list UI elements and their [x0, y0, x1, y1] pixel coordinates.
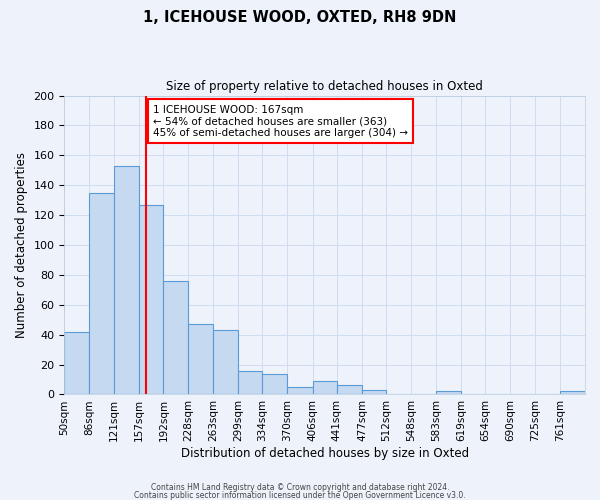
Bar	[114, 166, 139, 394]
Bar	[337, 386, 362, 394]
Bar	[313, 381, 337, 394]
Bar	[213, 330, 238, 394]
Bar	[287, 387, 313, 394]
Title: Size of property relative to detached houses in Oxted: Size of property relative to detached ho…	[166, 80, 483, 93]
Bar	[262, 374, 287, 394]
Bar	[238, 370, 262, 394]
Bar	[89, 192, 114, 394]
Bar	[436, 392, 461, 394]
Bar	[64, 332, 89, 394]
Bar	[560, 392, 585, 394]
Text: Contains public sector information licensed under the Open Government Licence v3: Contains public sector information licen…	[134, 490, 466, 500]
Bar	[163, 281, 188, 394]
Text: 1 ICEHOUSE WOOD: 167sqm
← 54% of detached houses are smaller (363)
45% of semi-d: 1 ICEHOUSE WOOD: 167sqm ← 54% of detache…	[153, 104, 408, 138]
Y-axis label: Number of detached properties: Number of detached properties	[15, 152, 28, 338]
X-axis label: Distribution of detached houses by size in Oxted: Distribution of detached houses by size …	[181, 447, 469, 460]
Bar	[139, 204, 163, 394]
Bar	[362, 390, 386, 394]
Text: 1, ICEHOUSE WOOD, OXTED, RH8 9DN: 1, ICEHOUSE WOOD, OXTED, RH8 9DN	[143, 10, 457, 25]
Bar	[188, 324, 213, 394]
Text: Contains HM Land Registry data © Crown copyright and database right 2024.: Contains HM Land Registry data © Crown c…	[151, 484, 449, 492]
